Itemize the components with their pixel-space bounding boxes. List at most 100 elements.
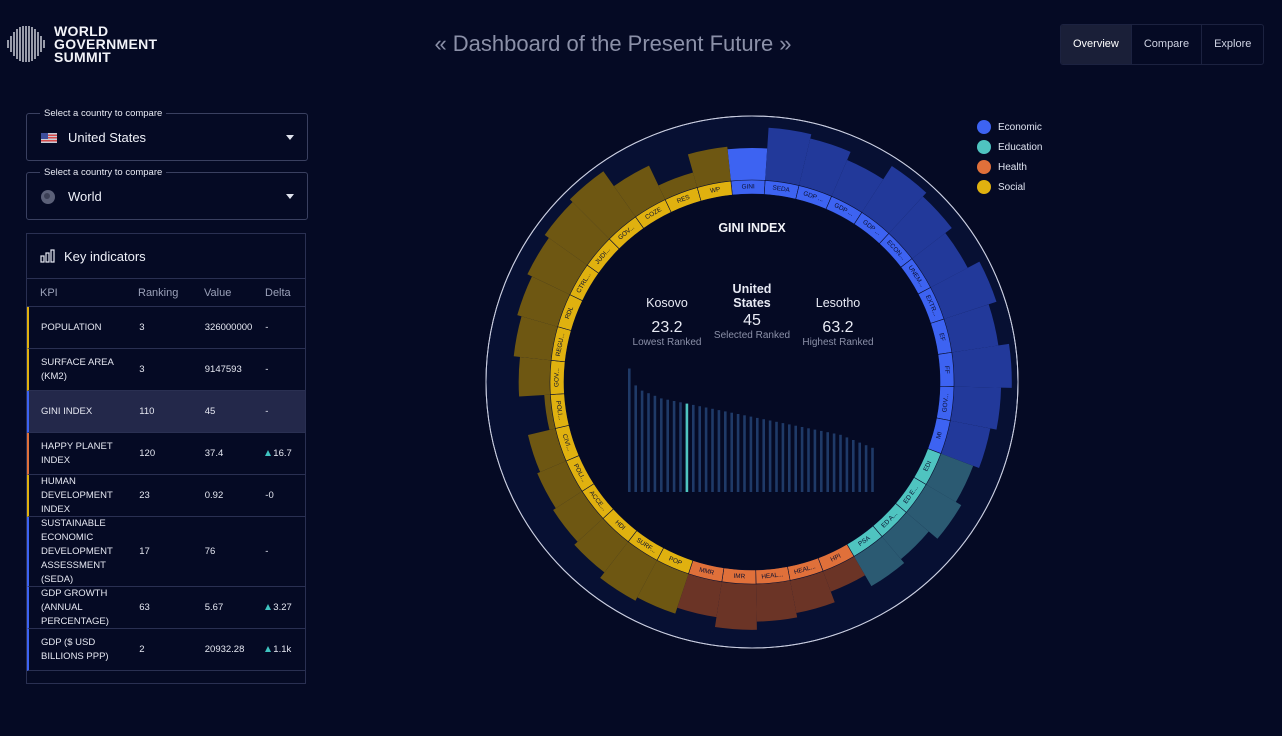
legend-item-economic[interactable]: Economic	[977, 117, 1042, 137]
distribution-bar	[660, 398, 663, 492]
ranking-cell: 3	[139, 364, 145, 375]
table-row[interactable]: SUSTAINABLE ECONOMIC DEVELOPMENT ASSESSM…	[27, 517, 305, 587]
caret-down-icon	[286, 135, 294, 140]
radial-bar[interactable]	[574, 518, 629, 573]
radial-bar[interactable]	[888, 196, 952, 259]
column-header-value[interactable]: Value	[204, 287, 232, 299]
radial-bar[interactable]	[544, 202, 610, 266]
country-select-secondary[interactable]: Select a country to compare World	[26, 167, 308, 220]
tab-overview[interactable]: Overview	[1061, 25, 1131, 64]
distribution-bar	[788, 424, 791, 492]
radial-bar[interactable]	[714, 581, 757, 630]
value-cell: 9147593	[204, 364, 242, 375]
distribution-bar	[852, 440, 855, 492]
radial-bar[interactable]	[727, 148, 768, 182]
column-header-kpi[interactable]: KPI	[40, 287, 58, 299]
legend-label: Social	[998, 181, 1026, 193]
radial-bar[interactable]	[569, 171, 636, 239]
select-value: United States	[68, 130, 147, 145]
radial-bar[interactable]	[527, 428, 567, 473]
radial-bar[interactable]	[677, 573, 722, 618]
segment-label: GINI	[741, 183, 754, 190]
table-row[interactable]: POPULATION 3 326000000 -	[27, 307, 305, 349]
globe-icon	[41, 190, 55, 204]
radial-bar[interactable]	[951, 343, 1012, 388]
delta-cell: -	[265, 546, 305, 557]
distribution-bar	[794, 425, 797, 492]
radial-bar[interactable]	[926, 453, 974, 502]
radial-bar[interactable]	[950, 386, 1002, 430]
table-row[interactable]: GINI INDEX 110 45 -	[27, 391, 305, 433]
value-cell: 5.67	[204, 602, 224, 613]
table-row[interactable]: HAPPY PLANET INDEX 120 37.4 16.7	[27, 433, 305, 475]
segment-label: WP	[710, 186, 721, 195]
radial-bar[interactable]	[853, 536, 905, 587]
distribution-bar	[679, 402, 682, 492]
legend-swatch	[977, 180, 991, 194]
radial-bar[interactable]	[613, 165, 666, 217]
lowest-country: Kosovo	[646, 296, 688, 310]
radial-bar[interactable]	[930, 261, 997, 320]
lowest-label: Lowest Ranked	[632, 337, 702, 348]
legend-item-health[interactable]: Health	[977, 157, 1042, 177]
delta-value: 3.27	[273, 602, 292, 613]
segment-label: POP	[668, 555, 683, 567]
radial-bar[interactable]	[756, 580, 798, 622]
highest-label: Highest Ranked	[802, 337, 874, 348]
highest-ranked-info: Lesotho 63.2 Highest Ranked	[788, 296, 888, 348]
table-row[interactable]: HUMAN DEVELOPMENT INDEX 23 0.92 -0	[27, 475, 305, 517]
radial-bar[interactable]	[831, 159, 884, 213]
table-row[interactable]: SURFACE AREA (KM2) 3 9147593 -	[27, 349, 305, 391]
radial-bar[interactable]	[765, 127, 812, 186]
legend-item-social[interactable]: Social	[977, 177, 1042, 197]
tab-compare[interactable]: Compare	[1130, 25, 1201, 64]
table-header: KPI Ranking Value Delta	[27, 279, 305, 307]
value-cell: 37.4	[204, 448, 224, 459]
table-row[interactable]: GDP ($ USD BILLIONS PPP) 2 20932.28 1.1k	[27, 629, 305, 671]
segment-label: GOV...	[553, 368, 560, 387]
segment-label: HPI	[830, 553, 843, 564]
radial-bar[interactable]	[906, 484, 962, 539]
radial-bar[interactable]	[790, 571, 835, 614]
delta-cell: 1.1k	[265, 644, 305, 655]
ranking-cell: 17	[139, 546, 150, 557]
column-header-ranking[interactable]: Ranking	[138, 287, 179, 299]
tab-explore[interactable]: Explore	[1201, 25, 1263, 64]
radial-bar[interactable]	[513, 316, 558, 361]
selected-value: 45	[743, 312, 761, 329]
delta-value: -	[265, 364, 269, 375]
wgs-logo[interactable]: WORLD GOVERNMENT SUMMIT	[6, 24, 157, 64]
radial-bar[interactable]	[544, 394, 556, 430]
radial-bar[interactable]	[658, 172, 698, 200]
panel-header: Key indicators	[27, 234, 305, 279]
distribution-bar	[743, 415, 746, 492]
select-label: Select a country to compare	[40, 167, 167, 178]
radial-bar[interactable]	[637, 560, 689, 614]
radial-bar[interactable]	[911, 233, 968, 288]
legend-item-education[interactable]: Education	[977, 137, 1042, 157]
distribution-bar	[653, 395, 657, 492]
radial-bar[interactable]	[881, 512, 929, 560]
radial-bar[interactable]	[799, 138, 851, 197]
radial-bar[interactable]	[537, 461, 583, 509]
delta-value: -	[265, 406, 269, 417]
radial-bar[interactable]	[518, 356, 552, 397]
country-select-primary[interactable]: Select a country to compare United State…	[26, 108, 308, 161]
radial-bar[interactable]	[823, 556, 866, 592]
radial-bar[interactable]	[527, 237, 588, 295]
kpi-cell: GDP ($ USD BILLIONS PPP)	[41, 636, 109, 662]
radial-bar[interactable]	[940, 420, 991, 469]
column-header-delta[interactable]: Delta	[265, 287, 291, 299]
radial-bar[interactable]	[943, 304, 999, 353]
delta-cell: -	[265, 322, 305, 333]
distribution-bar	[807, 428, 810, 492]
radial-bar[interactable]	[861, 166, 927, 234]
delta-cell: 3.27	[265, 602, 305, 613]
table-row[interactable]: GDP GROWTH (ANNUAL PERCENTAGE) 63 5.67 3.27	[27, 587, 305, 629]
delta-value: 1.1k	[273, 644, 292, 655]
radial-bar[interactable]	[517, 276, 570, 327]
delta-cell: 16.7	[265, 448, 305, 459]
radial-bar[interactable]	[600, 541, 657, 601]
radial-bar[interactable]	[687, 146, 731, 188]
distribution-bar	[672, 401, 676, 492]
